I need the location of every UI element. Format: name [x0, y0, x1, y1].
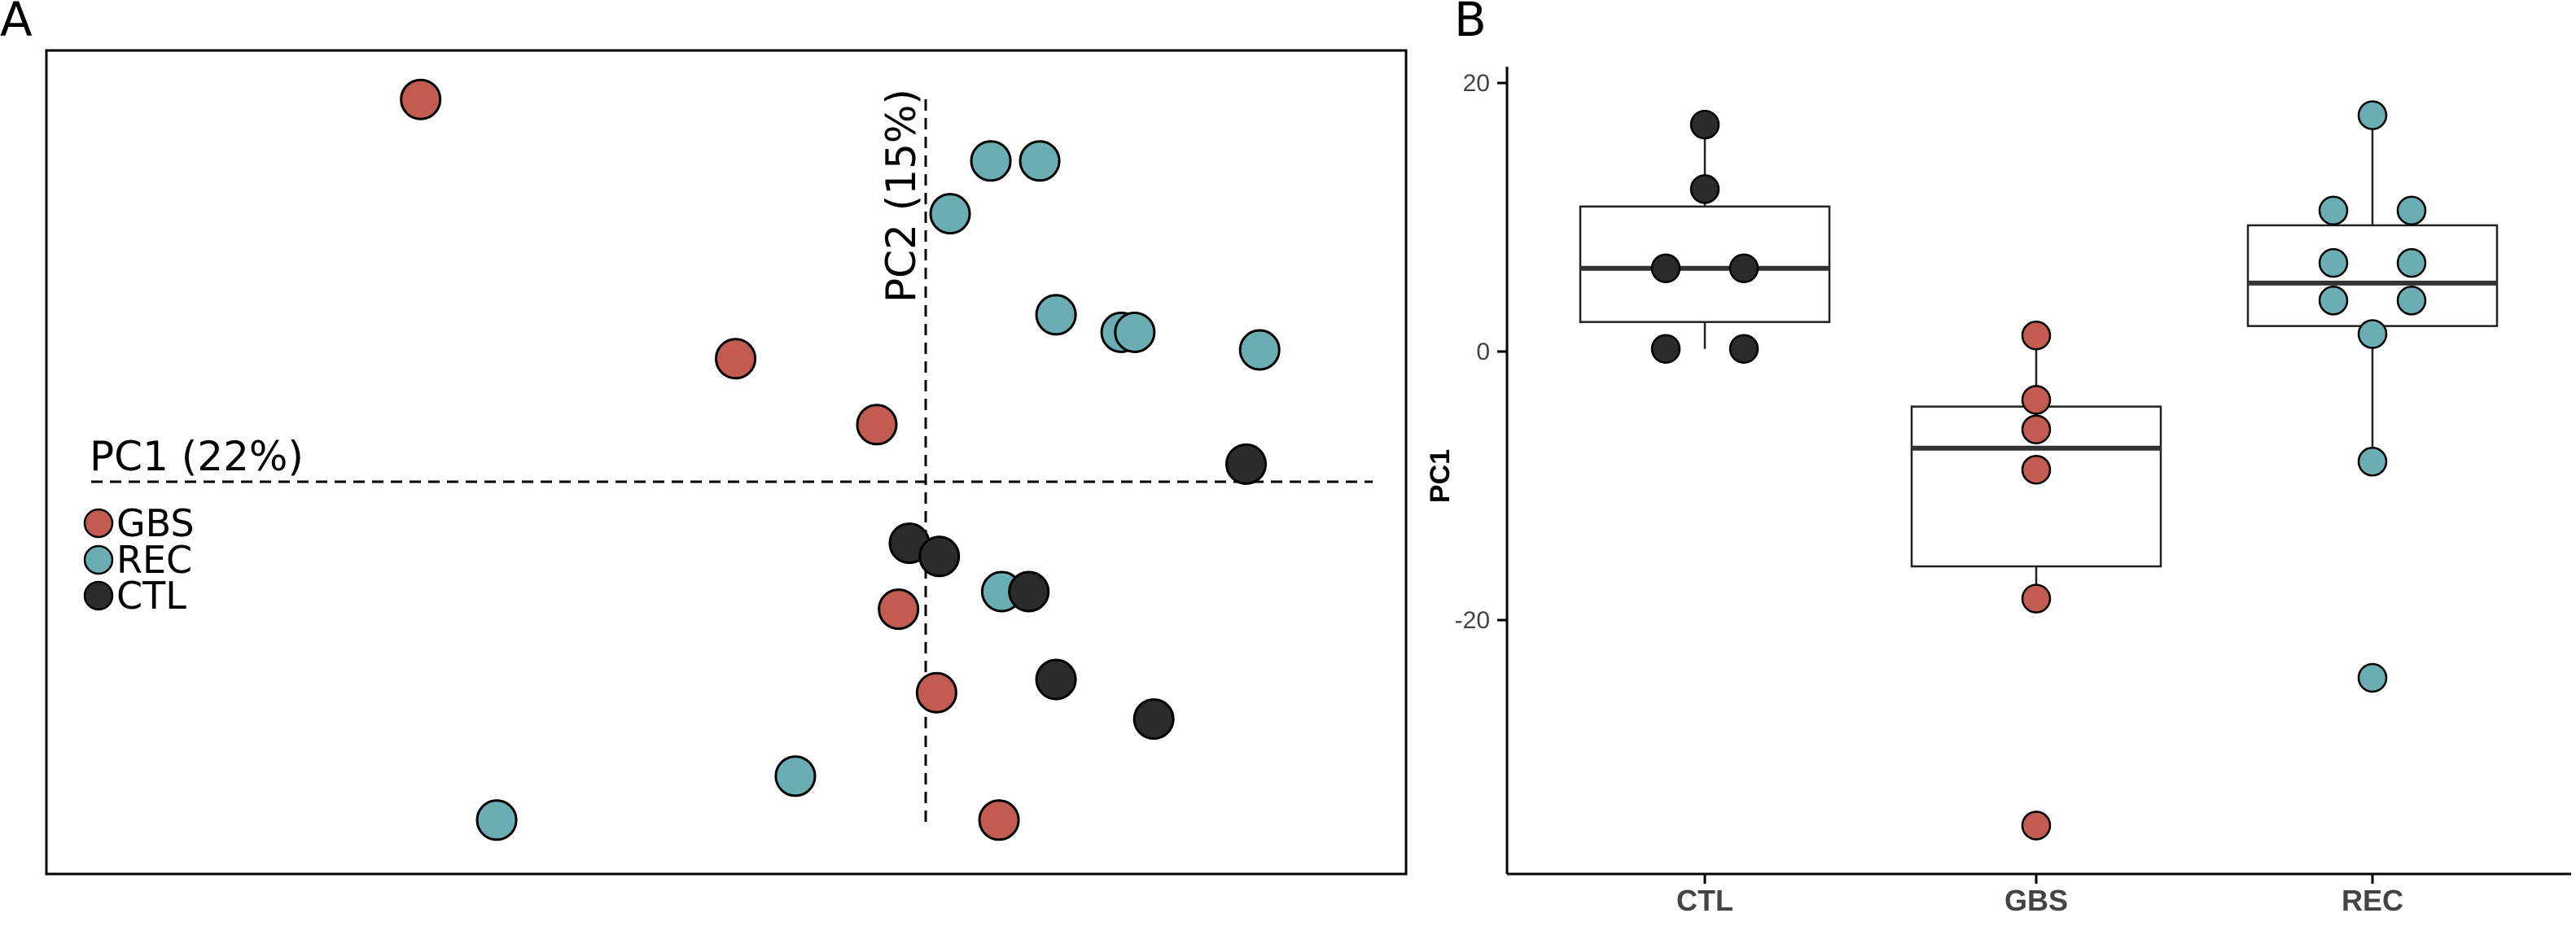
- legend-label-gbs: GBS: [116, 501, 195, 545]
- box-point-gbs-12: [2021, 810, 2052, 841]
- box-rec: [2246, 224, 2499, 327]
- box-point-ctl-5: [1650, 334, 1681, 364]
- pca-point-ctl-5: [1035, 658, 1077, 701]
- pca-point-rec-10: [475, 799, 518, 841]
- legend-item-gbs: GBS: [83, 501, 195, 545]
- legend-marker-gbs: [83, 508, 114, 539]
- y-tick-label: -20: [1455, 607, 1490, 634]
- panel-a-pca-scatter: A PC1 (22%) PC2 (15%) GBS REC CTL: [0, 0, 1408, 876]
- x-tick-label-rec: REC: [2342, 884, 2403, 917]
- box-point-gbs-11: [2021, 583, 2052, 614]
- pca-point-gbs-6: [978, 799, 1020, 841]
- legend-item-rec: REC: [83, 538, 192, 582]
- panel-a-frame: [45, 49, 1408, 876]
- box-point-rec-13: [2357, 100, 2388, 130]
- box-point-ctl-4: [1728, 253, 1759, 283]
- pca-point-ctl-6: [1132, 698, 1175, 741]
- box-point-ctl-1: [1689, 109, 1720, 140]
- panel-b-letter: B: [1454, 0, 1487, 47]
- box-point-gbs-8: [2021, 385, 2052, 415]
- pca-point-gbs-4: [878, 588, 920, 631]
- box-point-rec-15: [2396, 195, 2427, 225]
- x-ticks: CTL GBS REC: [1676, 874, 2403, 917]
- box-point-ctl-2: [1689, 174, 1720, 204]
- box-point-rec-17: [2396, 247, 2427, 278]
- box-point-rec-14: [2318, 195, 2349, 225]
- boxes: [1579, 115, 2499, 599]
- pca-points: [400, 78, 1281, 841]
- legend-marker-ctl: [83, 580, 114, 611]
- pca-point-ctl-3: [918, 535, 961, 578]
- legend-label-rec: REC: [116, 538, 192, 582]
- pca-legend: GBS REC CTL: [83, 501, 195, 618]
- pca-point-rec-9: [774, 755, 817, 797]
- box-point-rec-19: [2396, 286, 2427, 316]
- box-point-rec-16: [2318, 247, 2349, 278]
- box-point-ctl-6: [1728, 334, 1759, 364]
- box-point-gbs-7: [2021, 320, 2052, 351]
- pca-point-rec-4: [1035, 294, 1077, 336]
- x-tick-label-gbs: GBS: [2004, 884, 2068, 917]
- pca-point-rec-1: [929, 193, 971, 235]
- pca-point-gbs-3: [856, 404, 898, 446]
- box-point-ctl-3: [1650, 253, 1681, 283]
- y-tick-label: 0: [1476, 339, 1490, 365]
- legend-marker-rec: [83, 544, 114, 575]
- x-tick-label-ctl: CTL: [1676, 884, 1733, 917]
- pca-point-ctl-4: [1008, 570, 1050, 613]
- y-axis-title: PC1: [1425, 449, 1456, 503]
- pca-point-rec-6: [1114, 311, 1156, 353]
- panel-b-boxplot: B PC1 20 0 -20 CTL GBS REC: [1425, 0, 2571, 917]
- box-points: [1650, 100, 2427, 841]
- y-tick-label: 20: [1463, 70, 1490, 97]
- legend-item-ctl: CTL: [83, 574, 186, 618]
- y-ticks: 20 0 -20: [1455, 70, 1507, 634]
- box-ctl: [1579, 205, 1831, 323]
- pca-point-gbs-1: [400, 78, 442, 120]
- legend-label-ctl: CTL: [116, 574, 186, 618]
- pca-point-gbs-2: [715, 338, 757, 380]
- pca-point-rec-2: [970, 140, 1012, 182]
- pca-point-gbs-5: [915, 671, 957, 714]
- pc1-label: PC1 (22%): [90, 433, 304, 480]
- pca-point-rec-3: [1019, 140, 1061, 182]
- pca-point-rec-7: [1238, 329, 1281, 371]
- box-point-gbs-9: [2021, 414, 2052, 444]
- box-point-rec-20: [2357, 319, 2388, 349]
- panel-a-letter: A: [0, 0, 33, 47]
- box-point-rec-21: [2357, 447, 2388, 477]
- pc2-label: PC2 (15%): [878, 89, 925, 303]
- box-point-gbs-10: [2021, 454, 2052, 485]
- box-point-rec-22: [2357, 662, 2388, 693]
- pca-point-ctl-1: [1225, 443, 1268, 485]
- box-point-rec-18: [2318, 286, 2349, 316]
